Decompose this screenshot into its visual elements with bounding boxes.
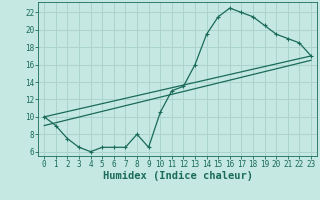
X-axis label: Humidex (Indice chaleur): Humidex (Indice chaleur)	[103, 171, 252, 181]
